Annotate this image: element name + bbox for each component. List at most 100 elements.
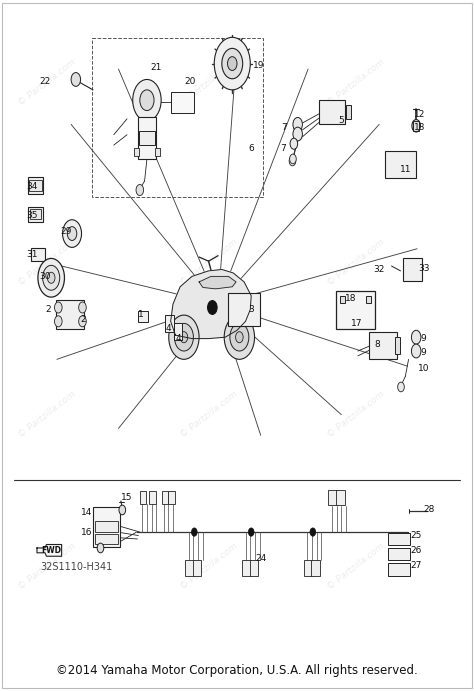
Circle shape — [289, 156, 296, 166]
Circle shape — [67, 227, 77, 240]
Circle shape — [119, 505, 126, 515]
Text: 4: 4 — [175, 334, 181, 343]
Text: 3: 3 — [248, 305, 254, 314]
Text: 34: 34 — [27, 182, 38, 191]
Circle shape — [174, 323, 193, 351]
Text: 6: 6 — [248, 144, 254, 153]
Bar — [134, 148, 139, 156]
Text: 33: 33 — [419, 263, 430, 273]
Text: 25: 25 — [410, 531, 422, 540]
Text: © Partzilla.com: © Partzilla.com — [178, 542, 239, 591]
Text: 13: 13 — [414, 123, 426, 133]
Circle shape — [290, 138, 298, 149]
Text: 26: 26 — [410, 546, 422, 556]
Text: 1: 1 — [138, 310, 144, 319]
Bar — [28, 207, 43, 222]
Circle shape — [71, 73, 81, 86]
Bar — [149, 491, 156, 504]
Bar — [311, 560, 320, 576]
Circle shape — [133, 79, 161, 121]
Text: 4: 4 — [166, 323, 172, 333]
Circle shape — [310, 528, 316, 536]
Bar — [95, 522, 118, 532]
Bar — [165, 315, 174, 332]
Bar — [366, 296, 371, 303]
Bar — [328, 490, 337, 505]
Text: 10: 10 — [418, 363, 429, 373]
Text: 32S1110-H341: 32S1110-H341 — [40, 562, 112, 571]
Circle shape — [55, 302, 62, 313]
Text: 19: 19 — [253, 61, 264, 70]
Bar — [319, 100, 345, 124]
Circle shape — [224, 315, 255, 359]
Circle shape — [191, 528, 197, 536]
Text: © Partzilla.com: © Partzilla.com — [178, 390, 239, 439]
Circle shape — [63, 220, 82, 247]
Polygon shape — [171, 269, 251, 339]
Text: © Partzilla.com: © Partzilla.com — [325, 238, 386, 287]
Bar — [385, 151, 416, 178]
Text: 32: 32 — [374, 265, 385, 274]
Bar — [171, 92, 194, 113]
Bar — [138, 311, 148, 322]
Text: 9: 9 — [420, 334, 426, 343]
Text: © Partzilla.com: © Partzilla.com — [325, 390, 386, 439]
Bar — [95, 534, 118, 545]
Text: 22: 22 — [39, 77, 51, 86]
Circle shape — [55, 316, 62, 327]
Circle shape — [79, 302, 86, 313]
Circle shape — [236, 332, 243, 343]
Bar — [139, 131, 155, 145]
Polygon shape — [199, 276, 236, 289]
Circle shape — [214, 37, 250, 90]
Text: 7: 7 — [282, 123, 287, 133]
Circle shape — [411, 344, 421, 358]
Text: 24: 24 — [255, 553, 266, 563]
Text: © Partzilla.com: © Partzilla.com — [178, 58, 239, 108]
Text: 2: 2 — [46, 305, 51, 314]
Circle shape — [411, 330, 421, 344]
Text: © Partzilla.com: © Partzilla.com — [325, 58, 386, 108]
Text: 35: 35 — [27, 211, 38, 220]
Text: 15: 15 — [121, 493, 132, 502]
Bar — [336, 290, 375, 329]
Text: 11: 11 — [400, 164, 411, 174]
Bar — [336, 490, 345, 505]
Bar — [92, 38, 263, 197]
Circle shape — [293, 117, 302, 131]
Bar — [403, 258, 422, 281]
Circle shape — [47, 272, 55, 283]
Text: © Partzilla.com: © Partzilla.com — [17, 542, 78, 591]
Circle shape — [169, 315, 199, 359]
Bar — [93, 507, 120, 547]
Text: 16: 16 — [81, 527, 92, 537]
Bar — [242, 560, 251, 576]
Circle shape — [230, 323, 249, 351]
Text: 31: 31 — [27, 249, 38, 259]
Text: © Partzilla.com: © Partzilla.com — [17, 390, 78, 439]
Text: © Partzilla.com: © Partzilla.com — [178, 238, 239, 287]
Circle shape — [398, 382, 404, 392]
Bar — [413, 121, 419, 131]
Text: 20: 20 — [184, 77, 195, 86]
Bar — [388, 533, 410, 545]
Text: 17: 17 — [351, 319, 362, 328]
Bar — [369, 332, 397, 359]
Bar — [29, 180, 42, 191]
Text: © Partzilla.com: © Partzilla.com — [325, 542, 386, 591]
Circle shape — [293, 127, 302, 141]
Bar — [340, 296, 345, 303]
Circle shape — [208, 301, 217, 314]
Bar — [228, 293, 260, 326]
Circle shape — [136, 184, 144, 196]
Text: 27: 27 — [410, 560, 422, 570]
Text: 9: 9 — [420, 348, 426, 357]
Bar — [193, 560, 201, 576]
Text: 8: 8 — [374, 339, 380, 349]
Circle shape — [97, 543, 104, 553]
Bar — [30, 209, 41, 219]
Bar — [138, 117, 156, 159]
Text: 29: 29 — [61, 227, 72, 236]
Bar — [250, 560, 258, 576]
Polygon shape — [37, 545, 62, 556]
